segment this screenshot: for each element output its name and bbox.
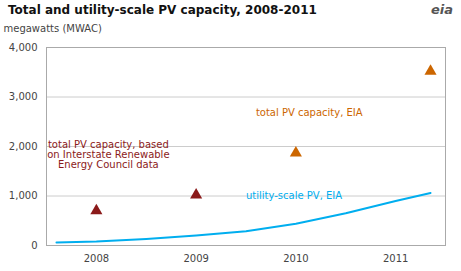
svg-text:1,000: 1,000 [9,190,38,201]
svg-text:2010: 2010 [283,253,308,264]
svg-text:total PV capacity, EIA: total PV capacity, EIA [256,107,363,118]
svg-text:megawatts (MWAC): megawatts (MWAC) [4,23,102,34]
svg-text:utility-scale PV, EIA: utility-scale PV, EIA [246,190,342,201]
html-text:Total and utility-scale PV cap: Total and utility-scale PV capacity, 200… [8,3,317,17]
svg-text:2011: 2011 [383,253,408,264]
svg-text:total PV capacity, basedon Int: total PV capacity, basedon Interstate Re… [47,139,169,170]
svg-text:2,000: 2,000 [9,141,38,152]
svg-text:4,000: 4,000 [9,42,38,53]
svg-text:0: 0 [31,240,37,251]
svg-text:2009: 2009 [183,253,208,264]
html-text:eia: eia [431,2,453,17]
svg-text:3,000: 3,000 [9,91,38,102]
svg-text:2008: 2008 [84,253,109,264]
